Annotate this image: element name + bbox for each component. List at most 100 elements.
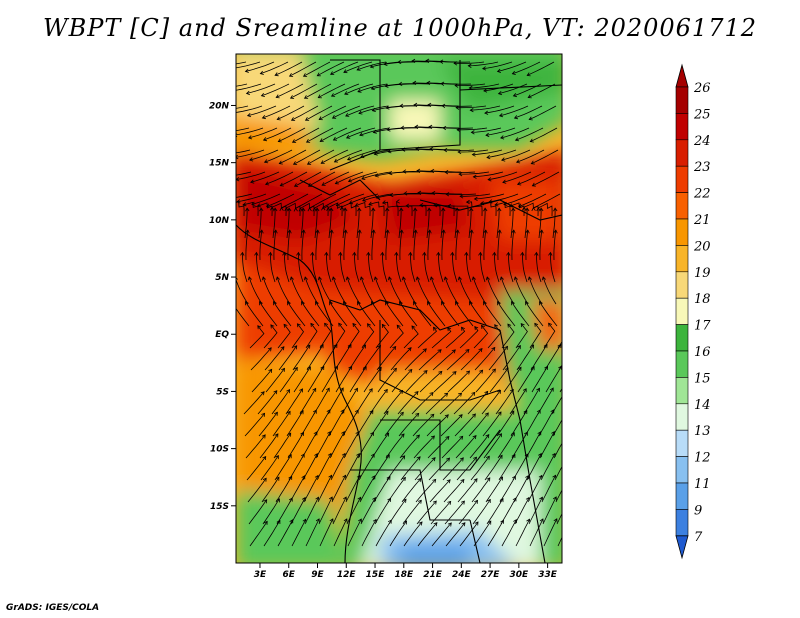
streamline-arrow xyxy=(301,475,306,480)
streamline-arrow xyxy=(315,229,320,234)
streamline xyxy=(360,276,375,305)
lon-tick-label: 27E xyxy=(481,570,501,580)
streamline-arrow xyxy=(446,457,451,462)
streamline xyxy=(517,366,535,393)
streamline-arrow xyxy=(343,496,347,501)
streamline-arrow xyxy=(525,301,529,306)
streamline xyxy=(236,61,261,69)
streamline-arrow xyxy=(497,91,503,96)
streamline-arrow xyxy=(423,370,428,375)
streamline xyxy=(345,475,361,503)
streamline xyxy=(541,475,556,503)
streamline-arrow xyxy=(553,518,558,523)
streamline-arrow xyxy=(216,64,219,68)
streamline-arrow xyxy=(548,251,553,256)
streamline xyxy=(399,434,420,459)
streamline-arrow xyxy=(444,170,449,175)
streamline-arrow xyxy=(371,229,376,234)
streamline-arrow xyxy=(347,343,352,349)
streamline xyxy=(400,456,421,481)
streamline xyxy=(320,127,348,142)
streamline xyxy=(454,413,476,437)
streamline xyxy=(528,83,556,98)
streamline-arrow xyxy=(414,124,419,129)
streamline xyxy=(359,475,376,503)
streamline-arrow xyxy=(306,161,312,165)
streamline-arrow xyxy=(312,387,317,392)
streamline-arrow xyxy=(497,411,502,416)
streamline xyxy=(319,105,347,120)
streamline xyxy=(417,327,438,349)
streamline-arrow xyxy=(459,194,464,199)
streamline xyxy=(332,105,361,119)
streamline-arrow xyxy=(478,251,483,256)
streamline xyxy=(377,368,397,393)
streamline-arrow xyxy=(433,522,438,527)
streamline-arrow xyxy=(372,129,377,134)
streamline xyxy=(517,171,546,185)
streamline xyxy=(346,276,361,305)
streamline-arrow xyxy=(261,276,266,281)
streamline-arrow xyxy=(386,127,391,132)
streamline xyxy=(430,276,445,305)
streamline-arrow xyxy=(310,322,315,327)
streamline-arrow xyxy=(460,478,465,484)
streamline-arrow xyxy=(497,389,501,394)
streamline xyxy=(557,536,562,547)
streamline xyxy=(303,475,319,503)
streamline-arrow xyxy=(236,277,238,280)
streamline xyxy=(328,208,332,239)
streamline-arrow xyxy=(244,68,249,73)
streamline-arrow xyxy=(451,349,456,354)
streamline xyxy=(494,252,500,283)
streamline xyxy=(538,202,553,217)
streamline-arrow xyxy=(385,229,390,234)
streamline xyxy=(472,149,503,155)
streamline xyxy=(317,475,332,503)
streamline xyxy=(427,230,431,261)
streamline xyxy=(263,520,281,547)
streamline-arrow xyxy=(429,276,434,281)
streamline-arrow xyxy=(307,207,312,212)
streamline xyxy=(473,520,492,547)
streamline-arrow xyxy=(357,301,361,306)
streamline xyxy=(236,61,247,65)
streamline-arrow xyxy=(367,323,371,328)
streamline-arrow xyxy=(539,229,544,234)
streamline-arrow xyxy=(412,80,417,86)
streamline xyxy=(498,454,516,481)
streamline xyxy=(328,409,345,437)
streamline xyxy=(514,276,529,305)
streamline xyxy=(306,344,324,371)
streamline-arrow xyxy=(370,86,375,91)
streamline-arrow xyxy=(288,475,293,480)
streamline xyxy=(259,301,278,327)
streamline-arrow xyxy=(387,276,392,281)
streamline xyxy=(497,230,501,261)
streamline xyxy=(371,301,390,327)
streamline xyxy=(555,489,562,503)
lat-tick-label: 10S xyxy=(210,445,229,455)
streamline-arrow xyxy=(256,203,262,208)
lat-tick-label: 15N xyxy=(209,159,230,169)
streamline xyxy=(516,149,545,163)
streamline xyxy=(257,202,273,217)
colorbar-label: 23 xyxy=(693,160,711,175)
streamline xyxy=(515,519,530,547)
streamline-arrow xyxy=(452,371,457,376)
colorbar-label: 21 xyxy=(693,213,711,228)
streamline xyxy=(249,149,279,161)
streamline xyxy=(371,230,375,261)
streamline xyxy=(290,83,318,99)
streamline xyxy=(347,518,362,547)
streamline xyxy=(475,368,496,393)
streamline-arrow xyxy=(343,518,348,523)
streamline xyxy=(304,497,319,525)
lon-tick-label: 12E xyxy=(337,570,357,580)
streamline xyxy=(334,149,363,163)
streamline-arrow xyxy=(369,64,375,69)
streamline xyxy=(294,171,322,187)
streamline xyxy=(427,301,446,327)
streamline-arrow xyxy=(249,157,254,162)
streamline xyxy=(245,230,249,261)
